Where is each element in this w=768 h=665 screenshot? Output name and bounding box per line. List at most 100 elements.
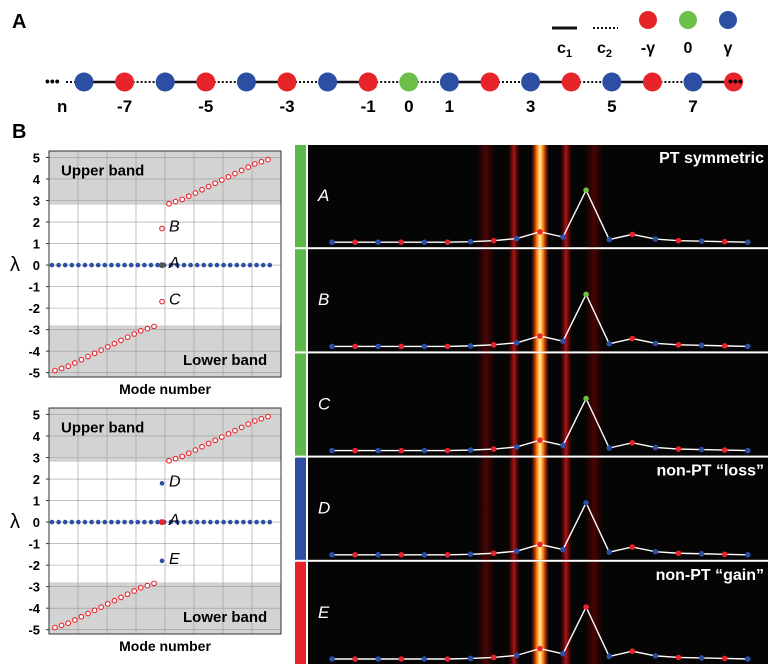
profile-site-dot: [467, 343, 474, 349]
profile-site-dot: [490, 654, 497, 661]
y-tick-label: 5: [33, 150, 40, 165]
mode-point-special: [159, 481, 165, 486]
profile-site-dot: [583, 291, 589, 298]
profile-site-dot: [698, 342, 705, 349]
y-tick-label: -2: [28, 558, 40, 573]
ellipsis-left: •••: [45, 73, 60, 89]
mode-point-upper: [179, 196, 186, 203]
light-beam: [560, 249, 572, 352]
mode-point-upper: [218, 177, 225, 183]
mode-point-zero: [102, 519, 108, 525]
mode-point-lower: [131, 588, 138, 594]
site-label: -7: [117, 97, 132, 116]
light-beam: [584, 249, 604, 352]
light-beam-center: [531, 457, 549, 560]
light-beam-center: [531, 249, 549, 352]
plot-frame: [48, 407, 282, 635]
profile-site-dot: [606, 236, 612, 243]
lattice-site: [196, 72, 216, 92]
profile-site-dot: [375, 656, 382, 662]
profile-site-dot: [606, 341, 612, 347]
mode-point-zero: [188, 519, 193, 525]
mode-point-special: [159, 262, 165, 269]
light-beam-center: [531, 145, 549, 248]
profile-site-dot: [421, 239, 428, 245]
mode-point-lower: [98, 604, 105, 610]
profile-site-dot: [675, 342, 682, 348]
profile-site-dot: [490, 446, 497, 452]
mode-point-lower: [85, 353, 91, 360]
lattice-site: [358, 72, 378, 92]
mode-point-lower: [151, 323, 157, 330]
light-beam: [508, 561, 520, 664]
mode-point-lower: [71, 360, 78, 366]
profile-color-bar: [295, 561, 306, 664]
mode-point-zero: [76, 262, 81, 268]
profile-site-dot: [745, 447, 751, 454]
lattice-site: [561, 72, 581, 92]
profile-site-dot: [444, 343, 451, 350]
mode-point-zero: [221, 519, 226, 525]
mode-point-upper: [251, 161, 258, 167]
mode-point-label: B: [169, 218, 180, 235]
mode-point-zero: [62, 519, 68, 525]
mode-point-upper: [185, 450, 192, 457]
mode-point-special: [159, 225, 165, 232]
profile-site-dot: [467, 238, 474, 245]
mode-point-lower: [78, 613, 85, 620]
mode-point-upper: [238, 167, 245, 174]
light-beam: [508, 353, 520, 456]
spectrum-top: 5 4 3 2 1 0 -1 -2 -3 -4 -5 λ Mode number Upper band Lo…: [10, 150, 282, 397]
profile-site-dot: [583, 500, 589, 506]
light-beam: [476, 249, 496, 352]
mode-point-zero: [267, 262, 273, 268]
profile-panel: PT symmetric A: [295, 145, 768, 248]
profile-color-bar: [295, 353, 306, 456]
lattice-site: [115, 72, 135, 92]
legend-neg-gamma-label: -γ: [641, 40, 655, 57]
mode-point-zero: [56, 262, 61, 268]
profile-site-dot: [352, 656, 358, 662]
mode-point-lower: [65, 363, 72, 370]
lattice-site: [521, 72, 541, 92]
profile-site-dot: [698, 446, 705, 453]
mode-point-lower: [111, 340, 118, 347]
mode-point-upper: [232, 170, 238, 177]
profile-label: A: [317, 186, 329, 205]
mode-point-upper: [212, 437, 219, 444]
site-index-label-n: n: [57, 97, 67, 116]
light-beam: [584, 353, 604, 456]
profile-color-bar: [295, 457, 306, 560]
profile-site-dot: [652, 340, 659, 347]
mode-point-zero: [135, 519, 141, 525]
mode-point-zero: [49, 519, 55, 525]
mode-point-zero: [128, 262, 134, 268]
mode-point-zero: [109, 262, 114, 268]
profile-site-dot: [444, 656, 451, 662]
profile-label: B: [318, 290, 329, 309]
mode-point-zero: [254, 262, 259, 268]
mode-point-zero: [128, 519, 134, 525]
mode-point-zero: [168, 519, 174, 525]
mode-point-lower: [118, 594, 124, 601]
mode-point-zero: [234, 519, 240, 525]
profile-site-dot: [375, 447, 382, 454]
mode-point-upper: [245, 164, 252, 170]
mode-point-zero: [201, 519, 207, 525]
lattice-site: [439, 72, 459, 92]
mode-point-zero: [82, 262, 88, 268]
mode-point-upper: [172, 198, 179, 205]
mode-point-zero: [194, 262, 200, 268]
y-tick-label: 2: [33, 215, 40, 230]
mode-point-upper: [232, 427, 238, 434]
y-tick-label: 5: [33, 407, 40, 422]
site-label: 3: [526, 97, 535, 116]
ellipsis-right: •••: [728, 73, 743, 89]
mode-point-zero: [214, 519, 220, 525]
profile-color-bar: [295, 249, 306, 352]
profile-site-dot: [560, 442, 566, 449]
mode-point-zero: [76, 519, 81, 525]
profile-site-dot: [745, 239, 751, 245]
mode-point-zero: [254, 519, 259, 525]
profile-site-dot: [537, 541, 543, 548]
